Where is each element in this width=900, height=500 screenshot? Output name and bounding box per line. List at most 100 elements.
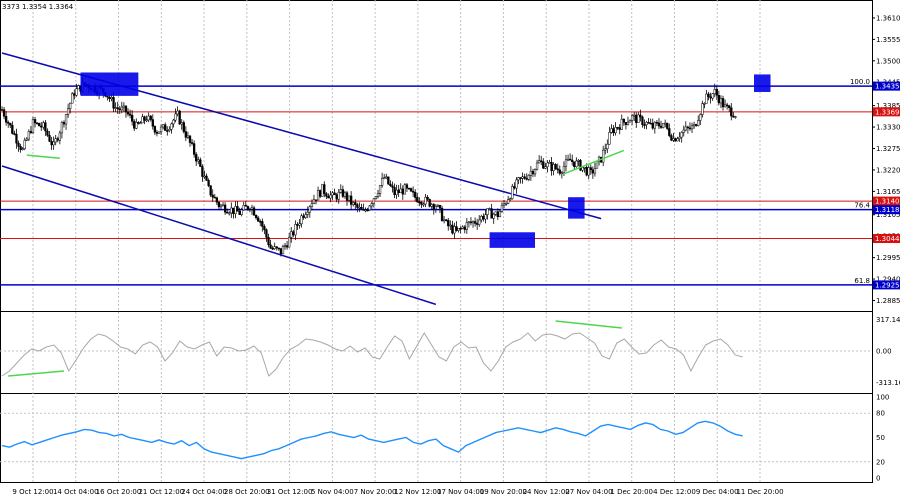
candle-body (383, 177, 386, 179)
candle-body (112, 97, 115, 109)
candle-body (23, 139, 26, 150)
candle-body (442, 219, 446, 222)
candle-body (188, 135, 192, 143)
candle-body (126, 111, 130, 115)
candle-body (184, 131, 188, 138)
candle-body (372, 198, 376, 204)
candle-body (178, 110, 181, 125)
x-tick-label: 12 Nov 12:00 (394, 488, 441, 496)
y-tick-label: 1.3330 (876, 124, 900, 132)
candle-body (38, 122, 41, 127)
divergence-line (563, 149, 625, 175)
candle-body (523, 176, 526, 179)
y-tick-label: 1.2885 (876, 297, 900, 305)
candle-body (19, 146, 22, 150)
candle-body (230, 207, 233, 214)
candle-body (131, 115, 134, 122)
candle-body (478, 219, 481, 225)
level-price-box (873, 205, 900, 215)
candle-body (273, 246, 276, 249)
candle-body (261, 221, 264, 227)
y-tick-label: 1.3105 (876, 211, 900, 219)
candle-body (306, 211, 309, 215)
candle-body (409, 188, 413, 192)
candle-body (674, 138, 677, 142)
candle-body (707, 93, 710, 98)
candle-body (684, 126, 687, 131)
candle-body (467, 221, 471, 224)
candle-body (199, 159, 202, 167)
candle-body (323, 184, 326, 194)
x-tick-label: 4 Dec 12:00 (653, 488, 696, 496)
candle-body (341, 189, 345, 197)
cci-line (1, 332, 743, 377)
candle-body (678, 136, 681, 139)
candle-body (77, 85, 80, 90)
candle-body (686, 126, 690, 129)
y-tick-label: 1.3275 (876, 145, 900, 153)
candle-body (44, 122, 47, 132)
candle-body (141, 116, 144, 124)
candle-body (626, 121, 630, 125)
candle-body (471, 221, 475, 224)
x-tick-label: 21 Oct 12:00 (138, 488, 184, 496)
candle-body (666, 122, 669, 129)
candle-body (298, 223, 301, 226)
candle-body (432, 204, 435, 210)
x-tick-label: 17 Nov 04:00 (437, 488, 484, 496)
y-tick-label: 1.3500 (876, 57, 900, 65)
candle-body (288, 237, 291, 248)
candle-body (624, 122, 628, 125)
candle-body (424, 196, 427, 205)
candle-body (327, 195, 330, 199)
candle-body (213, 196, 216, 199)
x-tick-label: 16 Oct 20:00 (96, 488, 142, 496)
x-tick-label: 24 Oct 04:00 (181, 488, 227, 496)
candle-body (205, 175, 208, 181)
candle-body (420, 202, 423, 205)
candle-body (217, 201, 221, 208)
candle-body (612, 128, 615, 134)
candle-body (21, 148, 24, 151)
candle-body (717, 95, 721, 104)
candle-body (403, 184, 407, 195)
candle-body (321, 184, 324, 197)
candle-body (579, 160, 582, 171)
candle-body (591, 169, 595, 174)
candle-body (564, 159, 568, 167)
candle-body (500, 204, 504, 212)
candle-body (436, 204, 440, 207)
candle-body (525, 178, 528, 180)
candle-body (75, 88, 78, 96)
candle-body (459, 227, 462, 230)
rsi-y-tick-label: 0 (876, 475, 880, 483)
candle-body (407, 187, 411, 190)
candle-body (395, 189, 398, 195)
level-price-box (873, 81, 900, 91)
candle-body (602, 149, 605, 163)
candle-body (195, 154, 198, 162)
rsi-line (1, 420, 743, 460)
candle-body (651, 122, 654, 129)
candle-body (385, 176, 388, 179)
candle-body (310, 203, 314, 207)
candle-body (453, 226, 456, 234)
x-tick-label: 9 Oct 12:00 (12, 488, 53, 496)
candle-body (515, 179, 518, 189)
level-price-label: 1.3435 (875, 83, 900, 91)
candle-body (620, 118, 623, 130)
candle-body (48, 135, 51, 142)
candle-body (4, 116, 8, 123)
candle-body (283, 245, 287, 247)
ohlc-readout: 3373 1.3354 1.3364 (2, 3, 74, 11)
candle-body (728, 105, 731, 108)
candle-body (434, 206, 437, 210)
candle-body (223, 204, 227, 213)
candle-body (58, 132, 61, 141)
candle-body (114, 107, 117, 109)
candle-body (376, 193, 380, 197)
candle-body (254, 214, 258, 219)
candle-body (149, 115, 152, 120)
candle-body (302, 215, 305, 218)
